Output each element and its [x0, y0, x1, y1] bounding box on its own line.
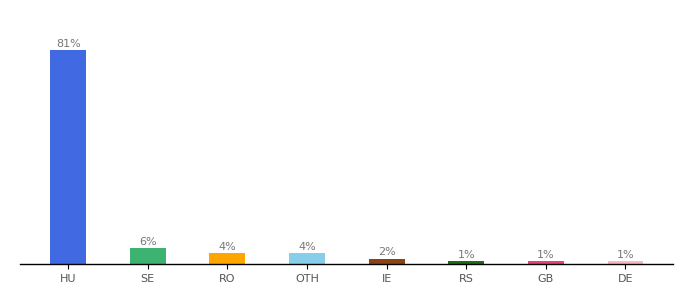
Text: 1%: 1% — [458, 250, 475, 260]
Text: 1%: 1% — [537, 250, 555, 260]
Bar — [528, 261, 564, 264]
Bar — [50, 50, 86, 264]
Bar — [130, 248, 166, 264]
Text: 4%: 4% — [218, 242, 236, 252]
Text: 1%: 1% — [617, 250, 634, 260]
Bar — [209, 254, 245, 264]
Bar — [607, 261, 643, 264]
Bar — [448, 261, 484, 264]
Text: 81%: 81% — [56, 39, 80, 49]
Bar — [369, 259, 405, 264]
Bar — [289, 254, 325, 264]
Text: 6%: 6% — [139, 237, 156, 247]
Text: 2%: 2% — [377, 248, 396, 257]
Text: 4%: 4% — [298, 242, 316, 252]
